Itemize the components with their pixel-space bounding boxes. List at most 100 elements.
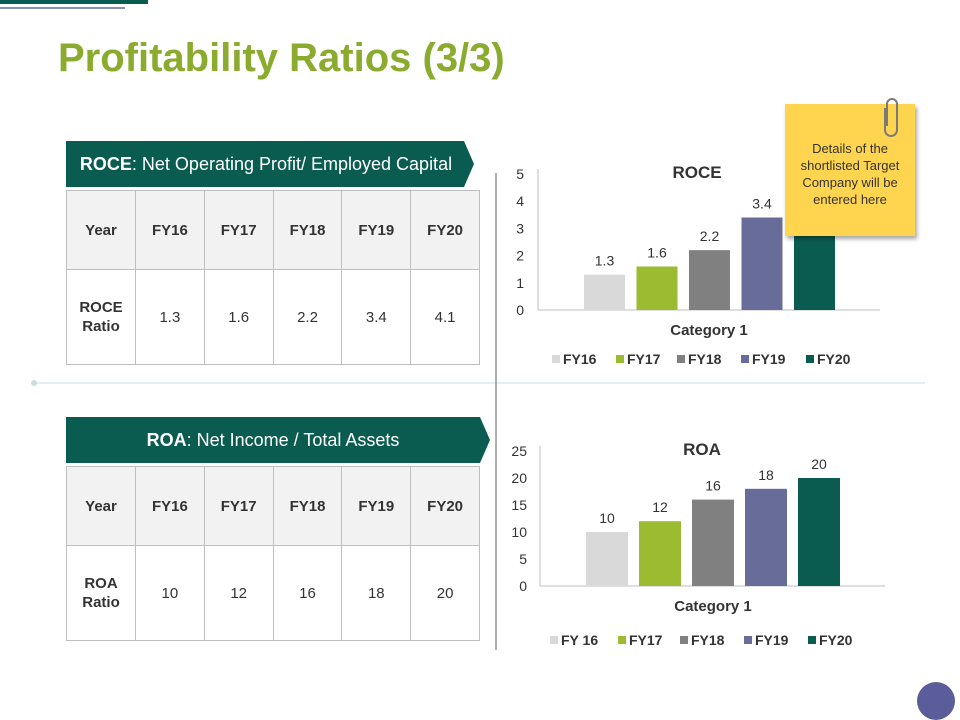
legend-swatch-fy16 (550, 636, 558, 644)
paperclip-icon (884, 98, 898, 137)
table-header-cell: FY19 (341, 190, 412, 270)
table-header-cell: FY18 (272, 190, 343, 270)
legend-item: FY17 (629, 632, 663, 648)
table-header-cell: FY19 (341, 466, 412, 546)
legend-swatch-fy19 (741, 355, 749, 363)
table-cell: 1.3 (135, 269, 205, 365)
bar-fy19 (745, 488, 787, 586)
legend-swatch-fy20 (808, 636, 816, 644)
legend-swatch-fy18 (677, 355, 685, 363)
legend-swatch-fy19 (744, 636, 752, 644)
y-tick-label: 5 (516, 166, 524, 182)
roce-banner-text: : Net Operating Profit/ Employed Capital (131, 153, 453, 174)
x-category-label: Category 1 (670, 322, 748, 339)
legend-swatch-fy17 (616, 355, 624, 363)
roce-banner-shape (66, 141, 474, 187)
table-header-cell: Year (66, 466, 136, 546)
bar-fy17 (636, 266, 678, 310)
y-tick-label: 4 (516, 193, 524, 209)
y-tick-label: 10 (511, 524, 527, 540)
y-tick-label: 20 (511, 470, 527, 486)
data-label: 16 (705, 478, 721, 494)
roce-banner-bold: ROCE (79, 153, 132, 174)
table-cell: 18 (341, 545, 412, 641)
decorative-dot (917, 682, 955, 720)
legend-item: FY16 (563, 351, 597, 367)
roa-banner: ROA: Net Income / Total Assets (66, 417, 480, 463)
table-cell: 3.4 (341, 269, 412, 365)
table-header-cell: FY16 (135, 190, 205, 270)
header-bar-light (0, 7, 125, 9)
bar-fy18 (692, 499, 734, 586)
table-cell: 16 (272, 545, 343, 641)
roce-banner: ROCE: Net Operating Profit/ Employed Cap… (66, 141, 466, 187)
data-label: 1.6 (647, 244, 667, 260)
table-cell: 1.6 (203, 269, 274, 365)
legend-item: FY19 (755, 632, 789, 648)
chart-title: ROA (683, 440, 721, 459)
y-tick-label: 25 (511, 443, 527, 459)
y-tick-label: 2 (516, 248, 524, 264)
roce-row-label: ROCE Ratio (66, 269, 136, 365)
bar-fy19 (741, 217, 783, 310)
table-row: ROA Ratio 10 12 16 18 20 (66, 545, 480, 641)
data-label: 10 (599, 510, 615, 526)
chart-title: ROCE (672, 163, 721, 182)
table-cell: 10 (135, 545, 205, 641)
roa-table: Year FY16 FY17 FY18 FY19 FY20 ROA Ratio … (66, 466, 480, 641)
header-bar-dark (0, 0, 148, 4)
table-header-cell: FY20 (410, 190, 480, 270)
y-tick-label: 5 (519, 551, 527, 567)
table-cell: 4.1 (410, 269, 480, 365)
y-tick-label: 0 (519, 578, 527, 594)
table-header-cell: FY20 (410, 466, 480, 546)
bar-fy16 (584, 274, 625, 310)
bar-fy16 (586, 532, 628, 586)
table-header-cell: FY18 (272, 466, 343, 546)
data-label: 3.4 (752, 196, 772, 212)
data-label: 12 (652, 499, 668, 515)
legend-item: FY17 (627, 351, 661, 367)
roa-banner-text: : Net Income / Total Assets (186, 429, 400, 450)
table-header-cell: FY17 (203, 190, 274, 270)
legend-item: FY 16 (561, 632, 598, 648)
legend-swatch-fy18 (680, 636, 688, 644)
table-cell: 20 (410, 545, 480, 641)
y-tick-label: 0 (516, 302, 524, 318)
y-tick-label: 3 (516, 220, 524, 236)
x-category-label: Category 1 (674, 598, 752, 615)
y-tick-label: 15 (511, 497, 527, 513)
legend-item: FY20 (819, 632, 853, 648)
legend-item: FY19 (752, 351, 786, 367)
legend-item: FY18 (691, 632, 725, 648)
roce-table: Year FY16 FY17 FY18 FY19 FY20 ROCE Ratio… (66, 190, 480, 365)
table-row: ROCE Ratio 1.3 1.6 2.2 3.4 4.1 (66, 269, 480, 365)
sticky-note: Details of the shortlisted Target Compan… (785, 104, 915, 236)
y-tick-label: 1 (516, 275, 524, 291)
bar-fy20 (798, 478, 840, 586)
table-cell: 12 (203, 545, 274, 641)
table-cell: 2.2 (272, 269, 343, 365)
data-label: 20 (811, 456, 827, 472)
legend-item: FY20 (817, 351, 851, 367)
table-header-row: Year FY16 FY17 FY18 FY19 FY20 (66, 466, 480, 546)
table-header-cell: FY16 (135, 466, 205, 546)
roa-banner-shape (66, 417, 490, 463)
data-label: 1.3 (595, 253, 615, 269)
roa-banner-bold: ROA (146, 429, 187, 450)
legend-swatch-fy16 (552, 355, 560, 363)
legend-swatch-fy20 (806, 355, 814, 363)
slide-title: Profitability Ratios (3/3) (58, 36, 505, 80)
table-header-cell: Year (66, 190, 136, 270)
data-label: 18 (758, 467, 774, 483)
bar-fy17 (639, 521, 681, 586)
bar-fy18 (689, 250, 730, 310)
data-label: 2.2 (700, 228, 720, 244)
legend-item: FY18 (688, 351, 722, 367)
roa-chart: ROA 0 5 10 15 20 25 10 12 16 18 20 Category 1 FY 16 FY… (511, 440, 885, 648)
table-header-row: Year FY16 FY17 FY18 FY19 FY20 (66, 190, 480, 270)
table-header-cell: FY17 (203, 466, 274, 546)
legend-swatch-fy17 (618, 636, 626, 644)
roa-row-label: ROA Ratio (66, 545, 136, 641)
